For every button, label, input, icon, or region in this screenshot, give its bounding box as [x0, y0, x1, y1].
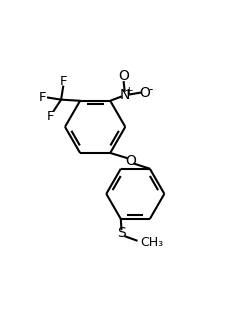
Text: +: +	[125, 86, 133, 96]
Text: CH₃: CH₃	[140, 236, 163, 249]
Text: S: S	[117, 226, 126, 241]
Text: F: F	[39, 91, 46, 104]
Text: -: -	[148, 83, 152, 96]
Text: F: F	[59, 75, 67, 88]
Text: O: O	[124, 154, 135, 168]
Text: F: F	[47, 110, 54, 123]
Text: N: N	[119, 88, 129, 102]
Text: O: O	[118, 68, 128, 83]
Text: O: O	[138, 85, 149, 100]
